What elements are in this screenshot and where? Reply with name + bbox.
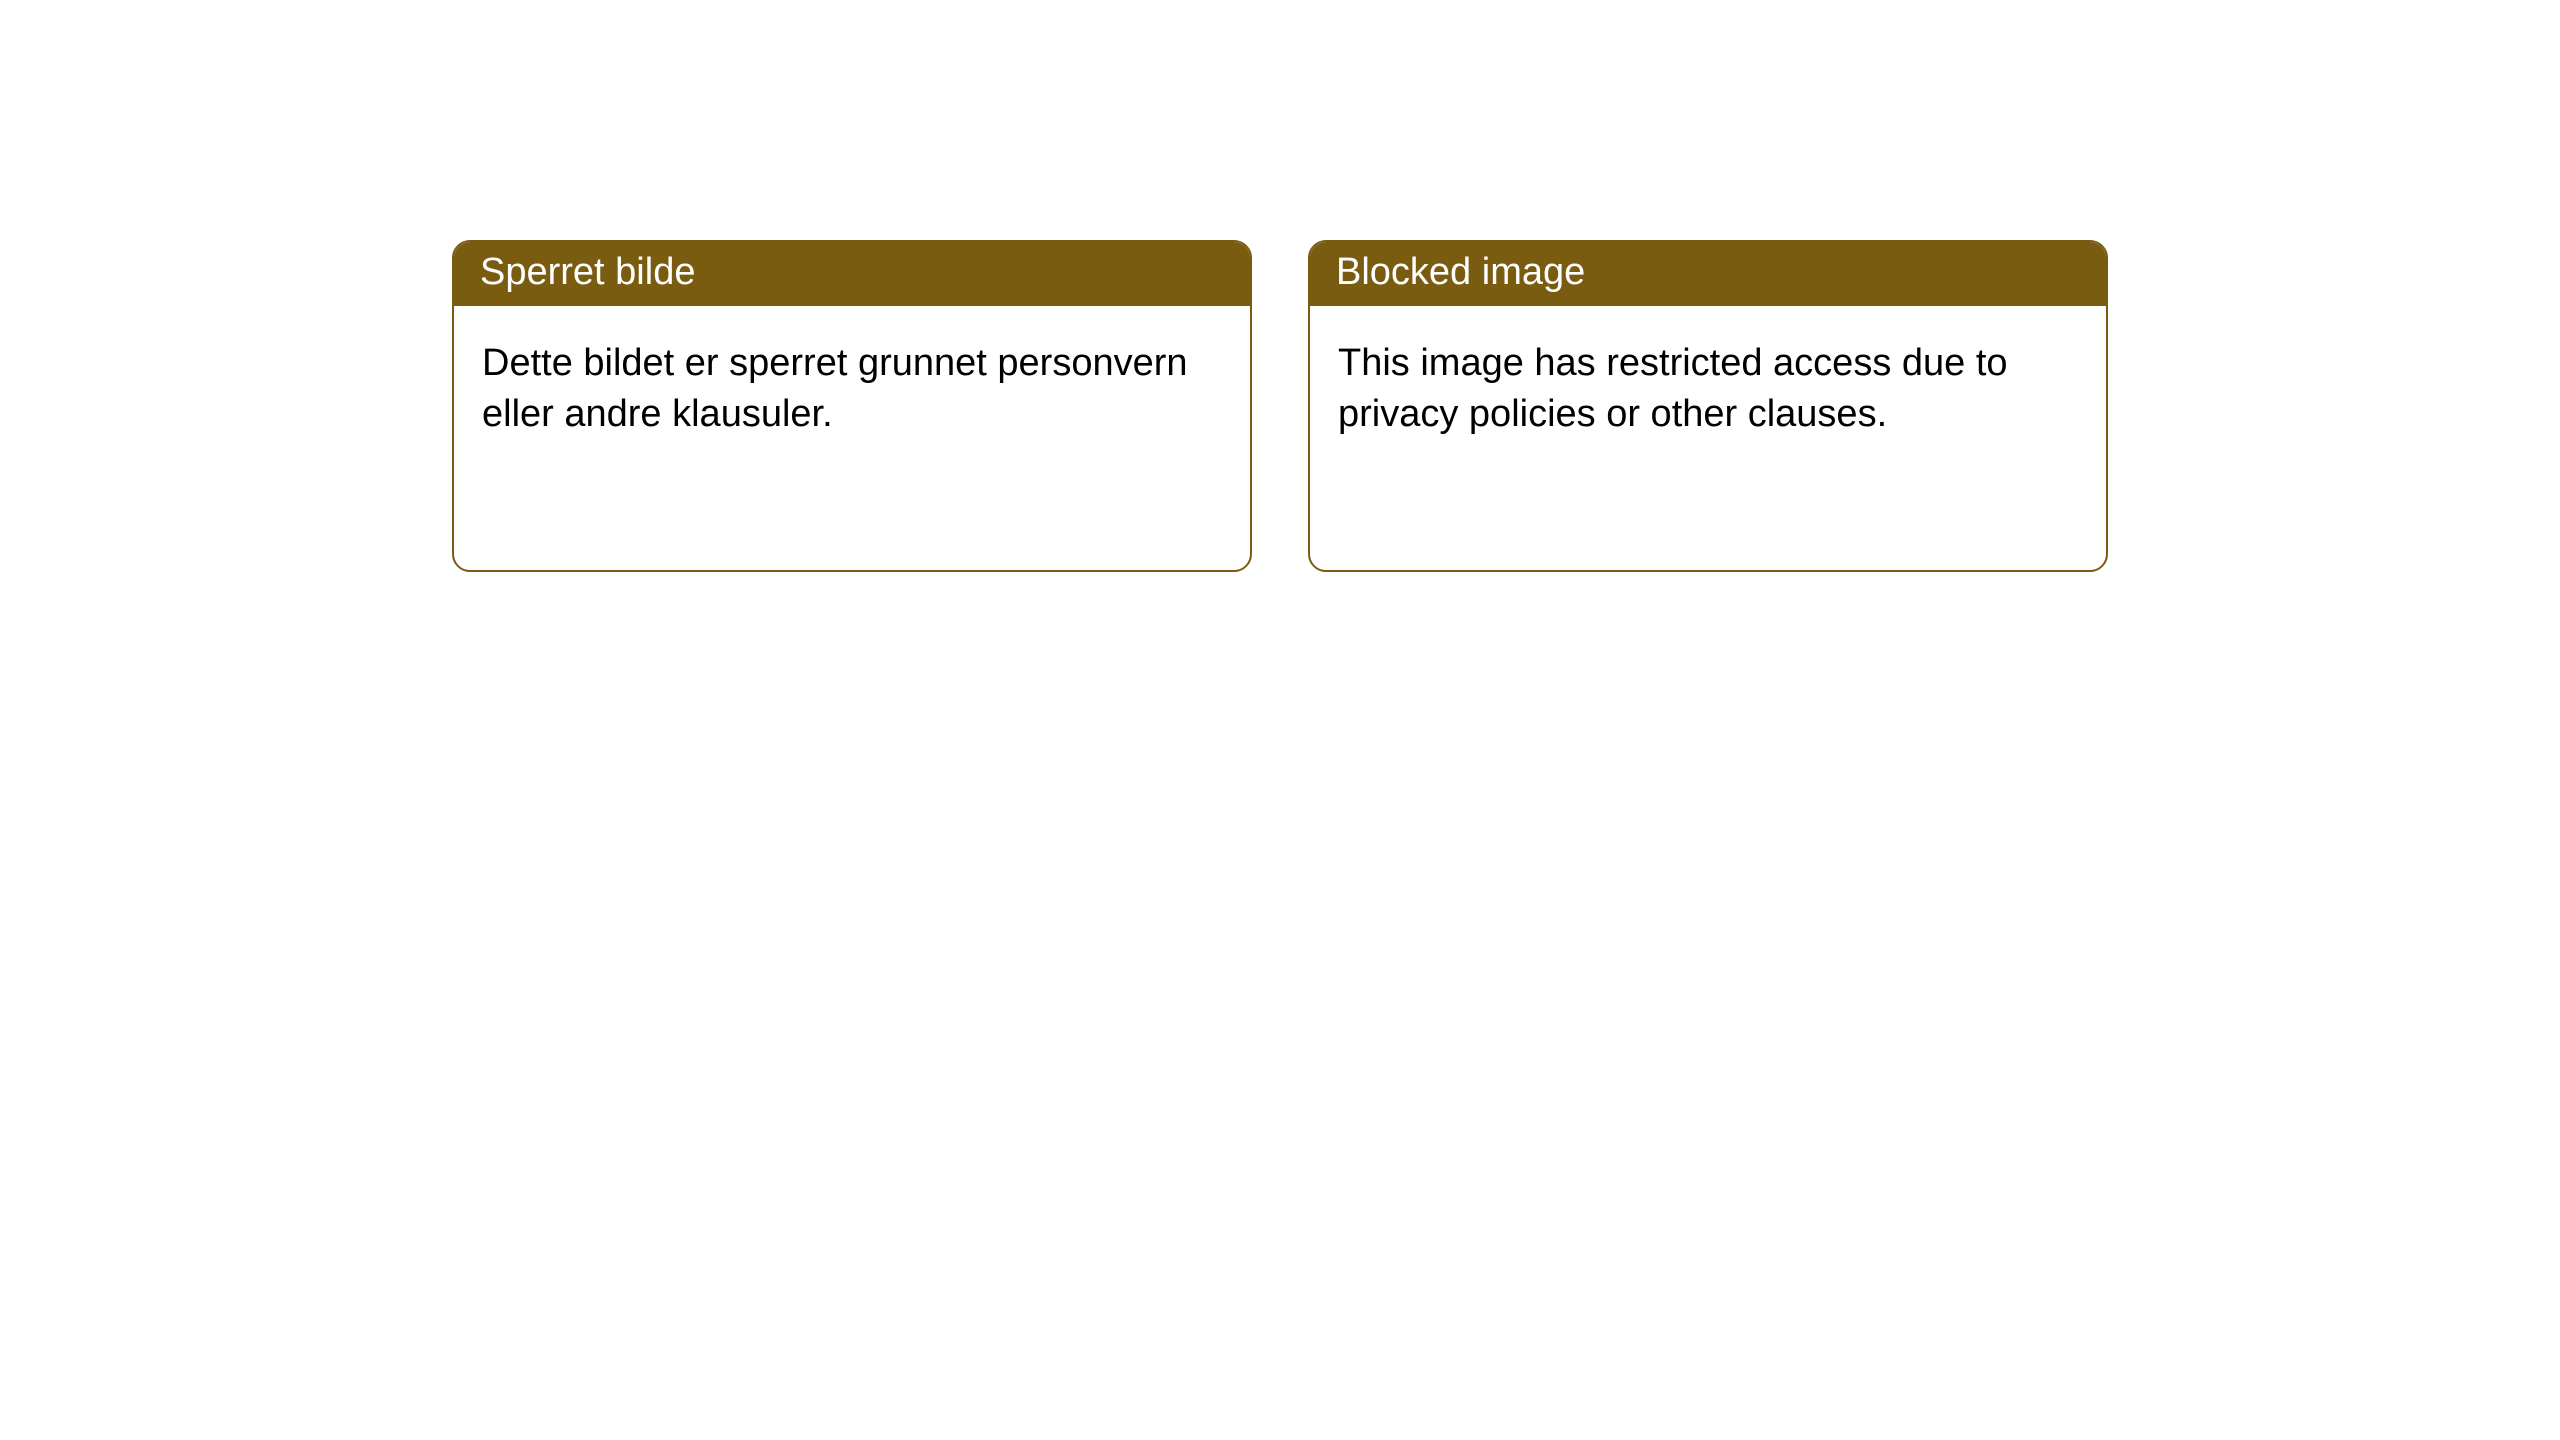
notice-title-english: Blocked image	[1310, 242, 2106, 306]
notice-body-norwegian: Dette bildet er sperret grunnet personve…	[454, 306, 1250, 473]
notice-container: Sperret bilde Dette bildet er sperret gr…	[0, 0, 2560, 572]
notice-title-norwegian: Sperret bilde	[454, 242, 1250, 306]
notice-card-english: Blocked image This image has restricted …	[1308, 240, 2108, 572]
notice-body-english: This image has restricted access due to …	[1310, 306, 2106, 473]
notice-card-norwegian: Sperret bilde Dette bildet er sperret gr…	[452, 240, 1252, 572]
